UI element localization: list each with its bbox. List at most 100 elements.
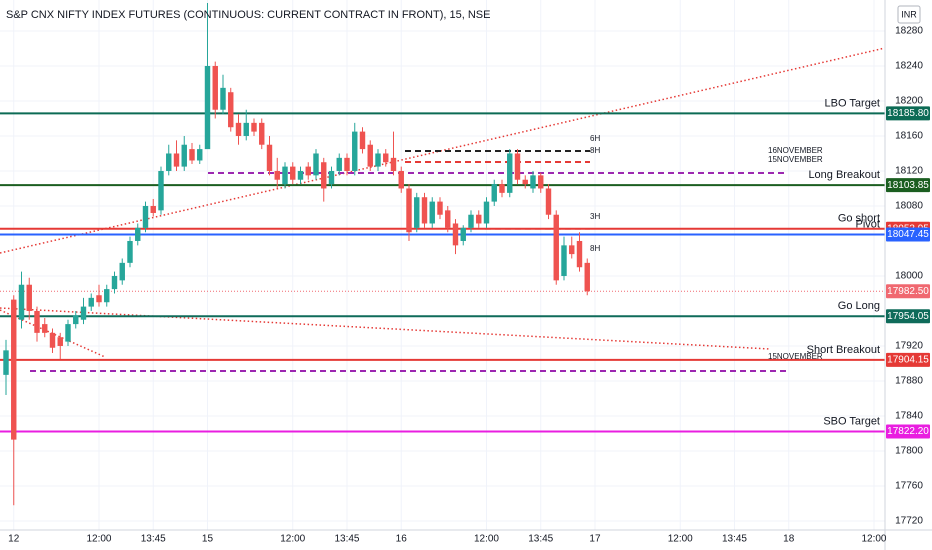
- candle-body: [297, 170, 304, 180]
- y-tick-label: 17840: [895, 411, 923, 422]
- level-name: SBO Target: [823, 415, 880, 427]
- candle-body: [290, 166, 296, 180]
- x-tick-label: 12:00: [668, 534, 693, 545]
- candle-body: [460, 227, 466, 241]
- candle-body: [414, 197, 420, 228]
- candle-body: [476, 214, 482, 224]
- y-tick-label: 17800: [895, 446, 923, 457]
- candle-body: [266, 144, 273, 171]
- candle-body: [274, 170, 280, 180]
- candle-body: [181, 144, 187, 167]
- candle-body: [390, 157, 397, 171]
- x-tick-label: 13:45: [141, 534, 166, 545]
- candle-body: [243, 122, 249, 136]
- x-tick-label: 13:45: [722, 534, 747, 545]
- level-price-box: [886, 106, 930, 121]
- annotation: 6H: [590, 134, 600, 143]
- annotation: 15NOVEMBER: [768, 352, 823, 361]
- chart-title: S&P CNX NIFTY INDEX FUTURES (CONTINUOUS:…: [6, 9, 490, 21]
- candle-body: [204, 65, 211, 150]
- last-price: 17982.50: [887, 286, 929, 297]
- level-name: LBO Target: [825, 97, 880, 109]
- level-name: Go short: [838, 213, 880, 225]
- candle-body: [282, 166, 288, 185]
- y-tick-label: 18160: [895, 131, 923, 142]
- level-price-box: [886, 309, 930, 324]
- candle-body: [73, 315, 79, 325]
- candle-body: [142, 205, 149, 228]
- candle-body: [173, 153, 180, 167]
- y-tick-label: 17880: [895, 376, 923, 387]
- candle-body: [367, 144, 373, 167]
- x-tick-label: 17: [589, 534, 601, 545]
- level-price: 17954.05: [887, 311, 929, 322]
- y-tick-label: 18280: [895, 26, 923, 37]
- y-tick-label: 18080: [895, 201, 923, 212]
- annotation: 8H: [590, 244, 600, 253]
- candles: [3, 2, 590, 506]
- currency-box[interactable]: [897, 5, 921, 24]
- candle-body: [468, 214, 474, 228]
- y-tick-label: 18240: [895, 61, 923, 72]
- candle-body: [359, 131, 366, 150]
- candle-body: [383, 153, 389, 163]
- x-tick-label: 15: [202, 534, 214, 545]
- annotation: 16NOVEMBER: [768, 146, 823, 155]
- candle-body: [42, 324, 48, 333]
- candle-body: [313, 153, 319, 176]
- y-tick-label: 18200: [895, 96, 923, 107]
- x-tick-label: 16: [396, 534, 408, 545]
- candle-body: [80, 306, 87, 320]
- candle-body: [328, 170, 335, 185]
- x-tick-label: 13:45: [528, 534, 553, 545]
- candle-body: [189, 149, 195, 161]
- annotation: 8H: [590, 146, 600, 155]
- y-tick-label: 17760: [895, 481, 923, 492]
- candle-body: [507, 153, 513, 193]
- candle-body: [437, 201, 443, 215]
- trendline: [0, 307, 771, 350]
- level-price: 17904.15: [887, 354, 929, 365]
- level-price: 18103.85: [887, 180, 929, 191]
- level-name: Pivot: [856, 218, 880, 230]
- candle-body: [398, 170, 404, 189]
- candle-body: [34, 310, 40, 333]
- candle-body: [375, 153, 381, 167]
- level-price-box: [886, 227, 930, 242]
- trendline: [0, 47, 886, 254]
- candle-body: [212, 65, 218, 110]
- currency[interactable]: INR: [901, 9, 917, 19]
- candle-body: [305, 166, 311, 176]
- candle-body: [522, 179, 528, 185]
- x-tick-label: 12:00: [861, 534, 886, 545]
- candle-body: [197, 149, 203, 161]
- candle-body: [65, 324, 71, 342]
- candle-body: [421, 197, 428, 224]
- candle-body: [150, 205, 156, 213]
- x-tick-label: 12:00: [474, 534, 499, 545]
- level-name: Short Breakout: [807, 344, 880, 356]
- candle-body: [538, 175, 544, 189]
- levels: LBO Target 18185.80 Long Breakout 18103.85 G…: [0, 97, 930, 439]
- candle-body: [321, 162, 327, 189]
- candle-body: [49, 332, 56, 348]
- x-tick-label: 18: [783, 534, 795, 545]
- x-tick-label: 13:45: [334, 534, 359, 545]
- level-price: 17822.20: [887, 426, 929, 437]
- candle-body: [11, 299, 17, 440]
- annotation: 15NOVEMBER: [768, 155, 823, 164]
- candle-body: [57, 337, 63, 346]
- candle-body: [235, 122, 242, 136]
- y-tick-label: 17920: [895, 341, 923, 352]
- x-tick-label: 12: [8, 534, 20, 545]
- y-tick-label: 17720: [895, 516, 923, 527]
- level-price-box: [886, 178, 930, 193]
- candle-body: [135, 227, 141, 241]
- candle-body: [3, 350, 9, 375]
- axes: 17720 17760 17800 17840 17880 17920 18000 18080…: [8, 26, 923, 545]
- candle-body: [545, 188, 552, 215]
- candle-body: [127, 240, 133, 263]
- annotation: 3H: [590, 212, 600, 221]
- candle-body: [228, 92, 234, 128]
